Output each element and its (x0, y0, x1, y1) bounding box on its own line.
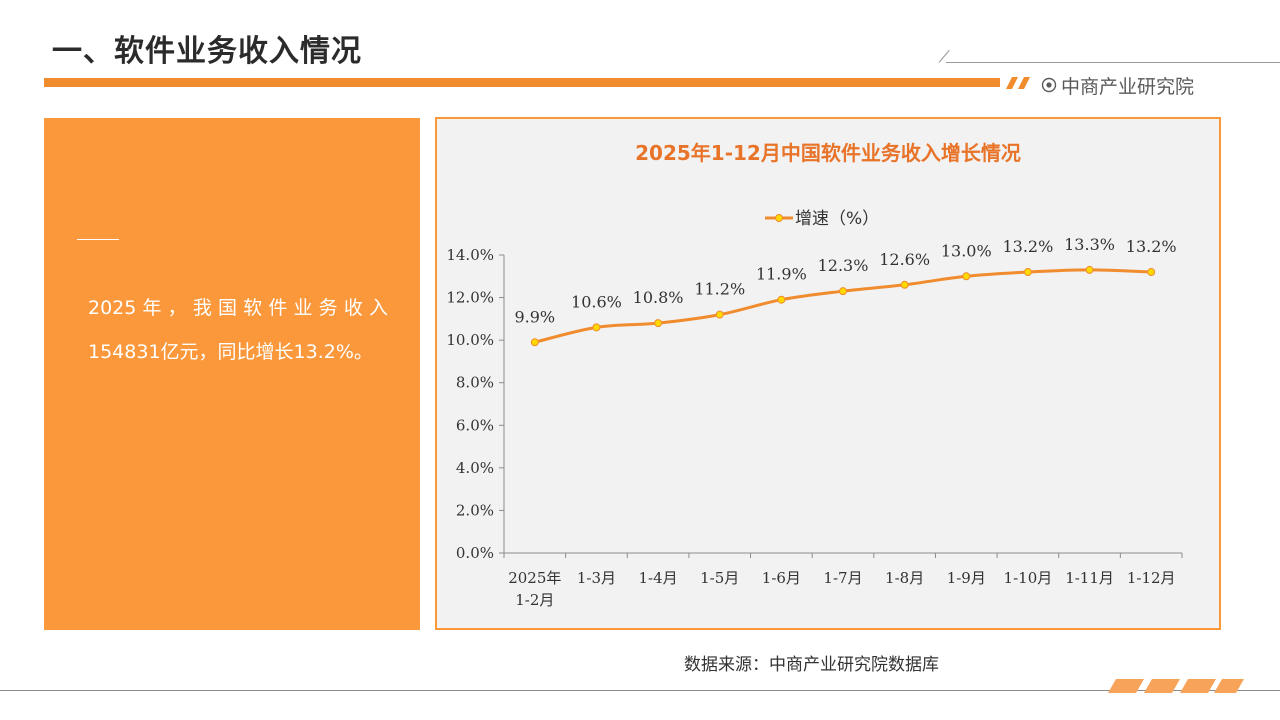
header-divider (946, 62, 1280, 63)
legend-label: 增速（%） (795, 209, 879, 229)
y-tick-label: 2.0% (456, 501, 494, 519)
chart-container: 2025年1-12月中国软件业务收入增长情况增速（%） 0.0% 2.0% 4.0% 6… (435, 117, 1221, 630)
x-tick-label: 1-8月 (885, 569, 924, 587)
x-tick-label: 1-6月 (762, 569, 801, 587)
data-label: 11.2% (694, 280, 745, 299)
y-tick-label: 14.0% (446, 246, 494, 264)
target-icon (1041, 77, 1057, 93)
data-point (1023, 268, 1032, 277)
stripes-decoration (1006, 77, 1030, 89)
y-tick-label: 10.0% (446, 331, 494, 349)
footer-divider (0, 690, 1280, 691)
data-label: 13.0% (941, 241, 992, 260)
y-tick-label: 12.0% (446, 289, 494, 307)
stripes-decoration (1108, 679, 1244, 693)
data-label: 12.3% (818, 256, 869, 275)
x-tick-label: 1-10月 (1004, 569, 1053, 587)
data-label: 10.6% (571, 292, 622, 311)
data-point (1147, 268, 1156, 277)
x-tick-label: 1-3月 (577, 569, 616, 587)
panel-divider (77, 239, 119, 240)
data-point (530, 338, 539, 347)
chart-title: 2025年1-12月中国软件业务收入增长情况 (635, 141, 1021, 165)
y-tick-label: 8.0% (456, 374, 494, 392)
y-tick-label: 4.0% (456, 459, 494, 477)
x-tick-label: 2025年 1-2月 (508, 569, 561, 609)
data-point (592, 323, 601, 332)
data-label: 10.8% (633, 288, 684, 307)
source-note: 数据来源：中商产业研究院数据库 (684, 655, 939, 675)
data-point (654, 319, 663, 328)
data-point (715, 310, 724, 319)
data-label: 13.2% (1126, 237, 1177, 256)
series-line (534, 268, 1152, 344)
y-tick-label: 6.0% (456, 416, 494, 434)
brand-logo: 中商产业研究院 (1041, 72, 1194, 98)
page-title: 一、软件业务收入情况 (52, 34, 362, 69)
data-point (777, 295, 786, 304)
header-divider (938, 49, 950, 63)
title-underline-bar (44, 78, 1000, 87)
data-label: 13.3% (1064, 235, 1115, 254)
y-tick-label: 0.0% (456, 544, 494, 562)
data-point (839, 287, 847, 296)
data-label: 9.9% (514, 307, 555, 326)
data-point (1085, 265, 1094, 274)
data-label: 11.9% (756, 265, 807, 284)
x-tick-label: 1-7月 (823, 569, 862, 587)
x-tick-label: 1-5月 (700, 569, 739, 587)
summary-panel: 2025年，我国软件业务收入154831亿元，同比增长13.2%。 (44, 118, 420, 630)
x-tick-label: 1-11月 (1065, 569, 1114, 587)
data-point (900, 280, 909, 289)
data-point (962, 272, 971, 281)
brand-name: 中商产业研究院 (1061, 75, 1195, 98)
x-tick-label: 1-9月 (947, 569, 986, 587)
summary-text: 2025年，我国软件业务收入154831亿元，同比增长13.2%。 (88, 297, 388, 363)
data-label: 13.2% (1002, 237, 1053, 256)
x-tick-label: 1-4月 (639, 569, 678, 587)
legend-marker (775, 214, 783, 222)
x-tick-label: 1-12月 (1127, 569, 1176, 587)
data-label: 12.6% (879, 250, 930, 269)
